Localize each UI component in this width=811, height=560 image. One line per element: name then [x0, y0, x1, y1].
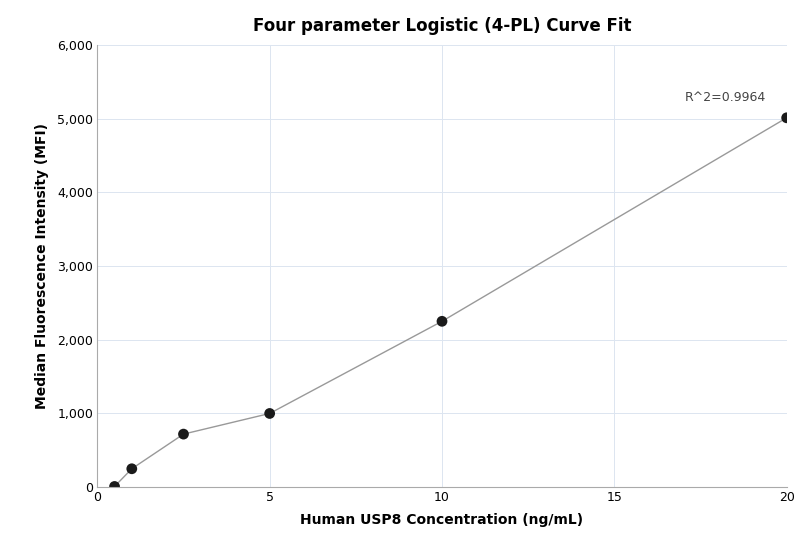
- Point: [108, 482, 121, 491]
- Title: Four parameter Logistic (4-PL) Curve Fit: Four parameter Logistic (4-PL) Curve Fit: [253, 17, 631, 35]
- Point: [125, 464, 138, 473]
- Y-axis label: Median Fluorescence Intensity (MFI): Median Fluorescence Intensity (MFI): [35, 123, 49, 409]
- Point: [436, 317, 448, 326]
- Point: [263, 409, 276, 418]
- Point: [780, 113, 793, 122]
- X-axis label: Human USP8 Concentration (ng/mL): Human USP8 Concentration (ng/mL): [300, 513, 584, 527]
- Point: [177, 430, 190, 438]
- Text: R^2=0.9964: R^2=0.9964: [684, 91, 766, 104]
